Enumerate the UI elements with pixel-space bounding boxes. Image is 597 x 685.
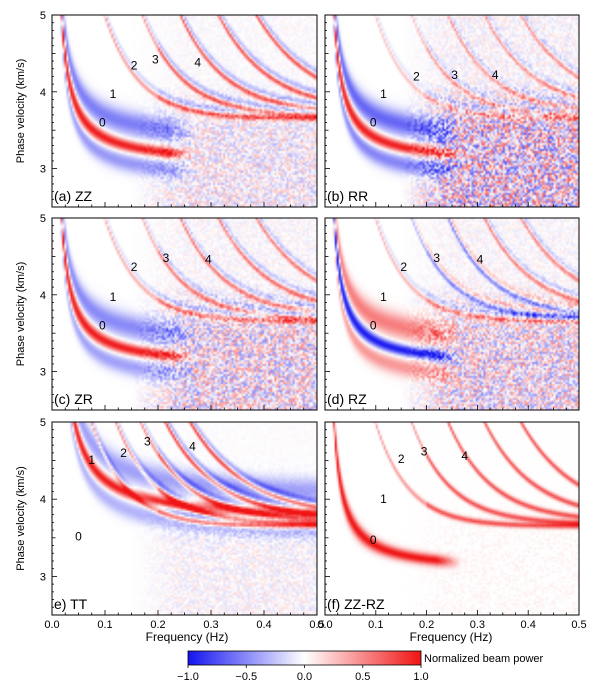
x-tick-label: 0.2 — [150, 619, 165, 631]
y-tick-label: 4 — [40, 290, 46, 302]
heatmap-image — [325, 422, 579, 615]
colorbar-tick-label: 0.5 — [355, 671, 370, 683]
heatmap-image — [52, 218, 317, 410]
x-axis-label-left: Frequency (Hz) — [146, 630, 229, 644]
x-axis-label-right: Frequency (Hz) — [410, 630, 493, 644]
mode-label-0: 0 — [99, 319, 106, 333]
x-tick-label: 0.4 — [256, 619, 271, 631]
mode-label-2: 2 — [120, 446, 127, 460]
y-axis-label: Phase velocity (km/s) — [15, 262, 27, 367]
y-axis-label: Phase velocity (km/s) — [15, 466, 27, 571]
panel-label: (c) ZR — [54, 391, 93, 407]
mode-label-3: 3 — [163, 251, 170, 265]
mode-label-4: 4 — [189, 440, 196, 454]
mode-label-3: 3 — [152, 53, 159, 67]
panel-2: 0 1 2 3 4 (b) RR — [324, 14, 580, 208]
colorbar-tick-label: 1.0 — [413, 671, 428, 683]
mode-label-4: 4 — [461, 449, 468, 463]
x-tick-label: 0.4 — [521, 619, 536, 631]
mode-label-1: 1 — [110, 290, 117, 304]
y-tick-label: 5 — [40, 10, 46, 22]
mode-label-0: 0 — [370, 533, 377, 547]
colorbar-gradient — [187, 650, 422, 666]
panel-label: (a) ZZ — [54, 188, 93, 204]
y-tick-label: 5 — [40, 213, 46, 225]
mode-label-2: 2 — [400, 260, 407, 274]
mode-label-3: 3 — [421, 444, 428, 458]
heatmap-image — [325, 218, 579, 410]
mode-label-1: 1 — [380, 290, 387, 304]
panel-4: 0 1 2 3 4 (d) RZ — [324, 217, 580, 411]
colorbar-tick-label: −1.0 — [177, 671, 199, 683]
panel-3: 3 4 5 Phase velocity (km/s) 0 1 2 3 4 (c) ZR — [15, 213, 318, 411]
mode-label-1: 1 — [380, 87, 387, 101]
mode-label-2: 2 — [398, 452, 405, 466]
panel-5: 3 4 5 Phase velocity (km/s) 0.0 0.1 0.2 0.3 0.4 0… — [15, 417, 325, 631]
y-tick-label: 3 — [40, 571, 46, 583]
panel-6: 0.0 0.1 0.2 0.3 0.4 0.5 0 1 2 3 4 (f) ZZ-RZ — [317, 421, 587, 631]
y-axis-label: Phase velocity (km/s) — [15, 59, 27, 164]
panel-label: (d) RZ — [327, 391, 367, 407]
heatmap-image — [52, 422, 317, 615]
colorbar-tick-label: 0.0 — [297, 671, 312, 683]
mode-label-1: 1 — [88, 453, 95, 467]
y-tick-label: 3 — [40, 367, 46, 379]
colorbar-ticks: −1.0 −0.5 0.0 0.5 1.0 — [177, 665, 429, 683]
mode-label-3: 3 — [144, 434, 151, 448]
colorbar-tick-label: −0.5 — [235, 671, 257, 683]
mode-label-2: 2 — [413, 69, 420, 83]
y-tick-label: 4 — [40, 494, 46, 506]
x-tick-label: 0.0 — [317, 619, 332, 631]
mode-label-0: 0 — [370, 319, 377, 333]
y-tick-label: 3 — [40, 164, 46, 176]
mode-label-3: 3 — [433, 251, 440, 265]
mode-label-1: 1 — [380, 492, 387, 506]
mode-label-0: 0 — [99, 116, 106, 130]
x-tick-label: 0.0 — [44, 619, 59, 631]
mode-label-2: 2 — [131, 59, 138, 73]
mode-label-0: 0 — [75, 529, 82, 543]
x-tick-label: 0.5 — [309, 619, 324, 631]
mode-label-4: 4 — [477, 252, 484, 266]
y-tick-label: 5 — [40, 417, 46, 429]
mode-label-3: 3 — [451, 68, 458, 82]
y-tick-label: 4 — [40, 87, 46, 99]
colorbar: Normalized beam power −1.0 −0.5 0.0 0.5 1.0 — [177, 650, 544, 683]
panel-label: (f) ZZ-RZ — [327, 596, 385, 612]
x-tick-label: 0.3 — [203, 619, 218, 631]
panel-label: e) TT — [54, 596, 88, 612]
mode-label-0: 0 — [370, 116, 377, 130]
mode-label-4: 4 — [194, 56, 201, 70]
mode-label-4: 4 — [205, 252, 212, 266]
mode-label-1: 1 — [110, 87, 117, 101]
heatmap-image — [325, 15, 579, 207]
x-tick-label: 0.5 — [571, 619, 586, 631]
x-tick-label: 0.3 — [470, 619, 485, 631]
mode-label-2: 2 — [131, 260, 138, 274]
x-tick-label: 0.1 — [97, 619, 112, 631]
x-tick-label: 0.1 — [368, 619, 383, 631]
heatmap-image — [52, 15, 317, 207]
colorbar-label: Normalized beam power — [424, 653, 544, 665]
mode-label-4: 4 — [492, 68, 499, 82]
panel-label: (b) RR — [327, 188, 368, 204]
x-tick-label: 0.2 — [419, 619, 434, 631]
